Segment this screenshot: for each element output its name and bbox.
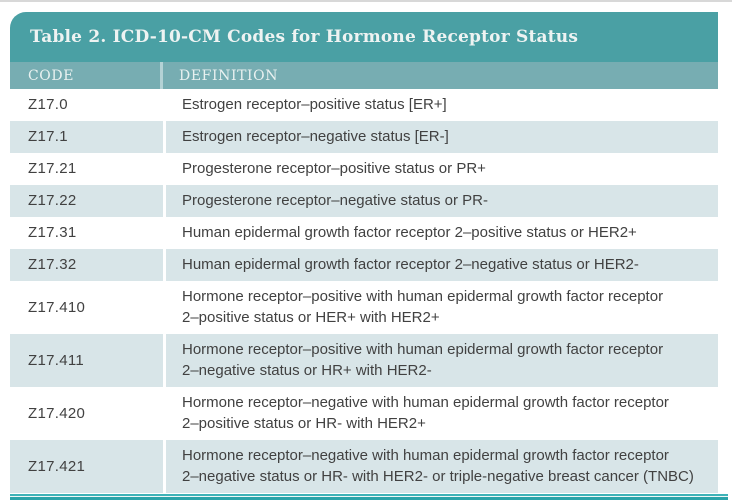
table-row: Z17.21 Progesterone receptor–positive st… <box>10 153 718 185</box>
definition-cell: Estrogen receptor–positive status [ER+] <box>166 89 718 121</box>
table-row: Z17.410 Hormone receptor–positive with h… <box>10 281 718 334</box>
table-title-bar: Table 2. ICD-10-CM Codes for Hormone Rec… <box>10 12 718 62</box>
code-cell: Z17.32 <box>10 249 163 281</box>
code-cell: Z17.31 <box>10 217 163 249</box>
code-cell: Z17.421 <box>10 440 163 493</box>
definition-cell: Hormone receptor–negative with human epi… <box>166 387 718 440</box>
table-row: Z17.32 Human epidermal growth factor rec… <box>10 249 718 281</box>
table-row: Z17.420 Hormone receptor–negative with h… <box>10 387 718 440</box>
code-cell: Z17.411 <box>10 334 163 387</box>
table-body: Z17.0 Estrogen receptor–positive status … <box>10 89 718 493</box>
table-bottom-rule <box>10 494 728 500</box>
code-cell: Z17.420 <box>10 387 163 440</box>
definition-cell: Estrogen receptor–negative status [ER-] <box>166 121 718 153</box>
code-cell: Z17.21 <box>10 153 163 185</box>
table-header-row: CODE DEFINITION <box>10 62 718 89</box>
definition-cell: Hormone receptor–positive with human epi… <box>166 281 718 334</box>
code-cell: Z17.0 <box>10 89 163 121</box>
definition-cell: Hormone receptor–positive with human epi… <box>166 334 718 387</box>
definition-cell: Hormone receptor–negative with human epi… <box>166 440 718 493</box>
table-row: Z17.411 Hormone receptor–positive with h… <box>10 334 718 387</box>
table-title: Table 2. ICD-10-CM Codes for Hormone Rec… <box>30 27 579 47</box>
code-cell: Z17.1 <box>10 121 163 153</box>
definition-cell: Progesterone receptor–negative status or… <box>166 185 718 217</box>
definition-cell: Human epidermal growth factor receptor 2… <box>166 217 718 249</box>
page-top-divider <box>0 0 732 2</box>
column-header-definition: DEFINITION <box>179 67 279 84</box>
bottom-rule-line-1 <box>10 494 728 496</box>
table-row: Z17.0 Estrogen receptor–positive status … <box>10 89 718 121</box>
table-row: Z17.421 Hormone receptor–negative with h… <box>10 440 718 493</box>
definition-cell: Human epidermal growth factor receptor 2… <box>166 249 718 281</box>
bottom-rule-line-2 <box>10 497 728 500</box>
column-header-code: CODE <box>10 62 163 89</box>
code-cell: Z17.22 <box>10 185 163 217</box>
table-row: Z17.31 Human epidermal growth factor rec… <box>10 217 718 249</box>
table-row: Z17.22 Progesterone receptor–negative st… <box>10 185 718 217</box>
icd10-codes-table: Table 2. ICD-10-CM Codes for Hormone Rec… <box>10 12 728 500</box>
definition-cell: Progesterone receptor–positive status or… <box>166 153 718 185</box>
bottom-rule-gap <box>10 496 728 497</box>
code-cell: Z17.410 <box>10 281 163 334</box>
table-row: Z17.1 Estrogen receptor–negative status … <box>10 121 718 153</box>
